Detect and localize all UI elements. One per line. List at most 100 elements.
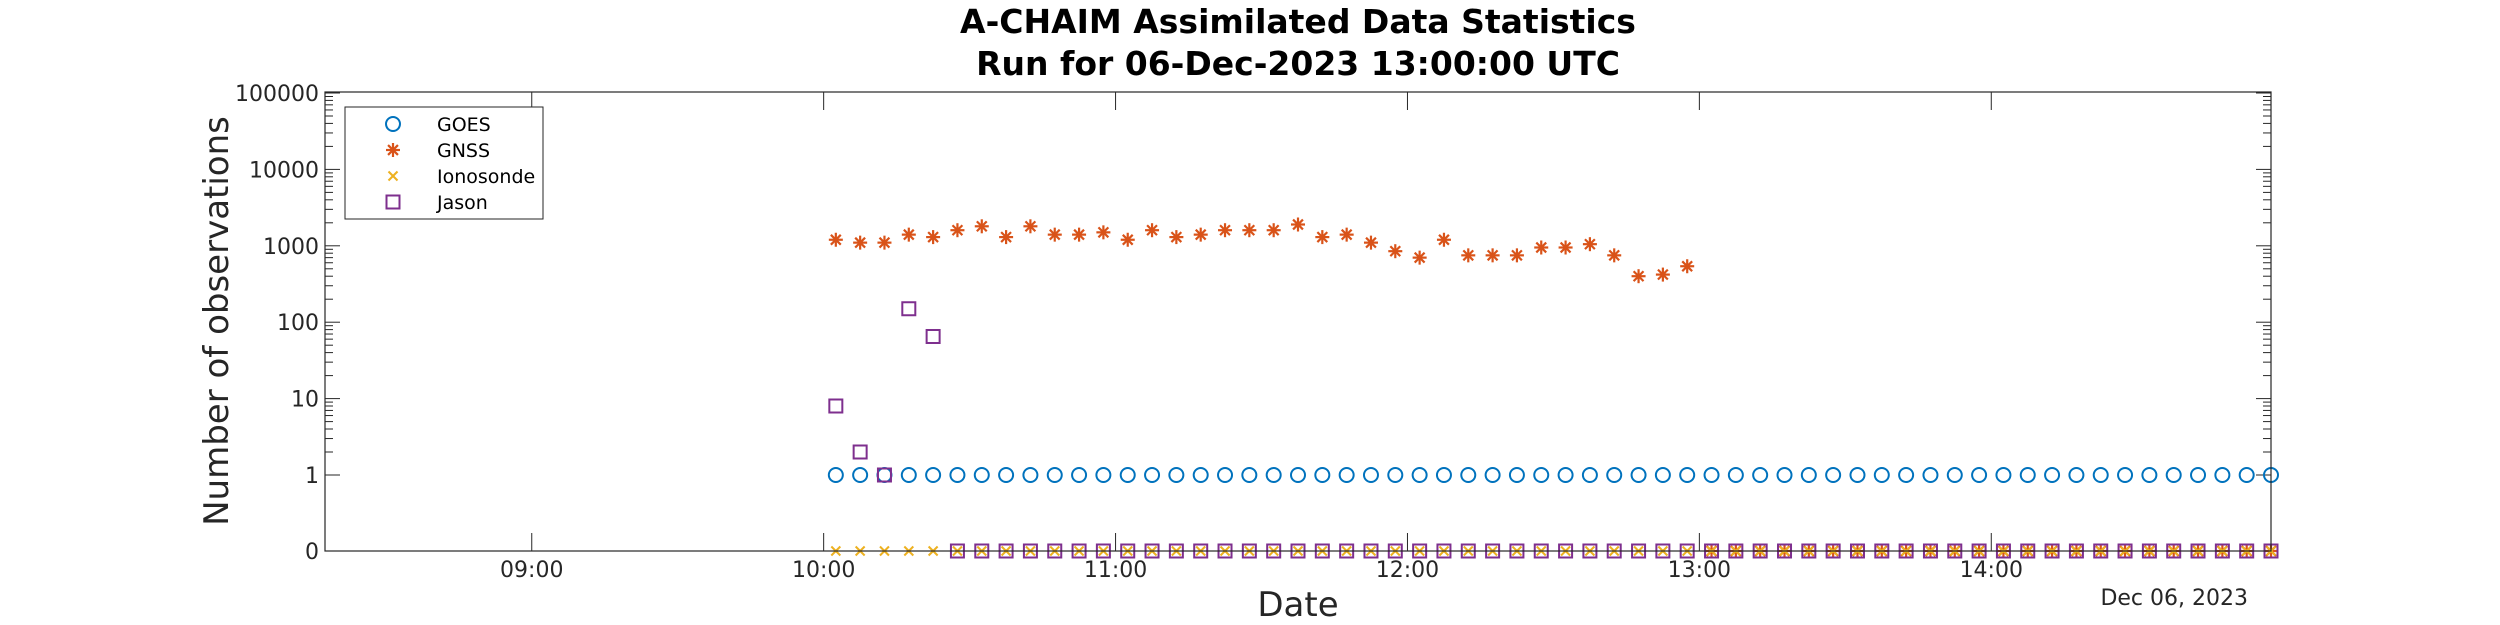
star-marker-stroke	[1438, 234, 1450, 246]
star-marker-stroke	[1243, 224, 1256, 236]
data-point-goes	[1825, 467, 1842, 483]
data-point-gnss	[1266, 223, 1281, 238]
legend-label-jason: Jason	[436, 192, 488, 214]
data-point-gnss	[950, 223, 965, 238]
data-point-goes	[1727, 467, 1744, 483]
data-point-goes	[1776, 467, 1793, 483]
x-tick-label: 11:00	[1084, 558, 1147, 583]
data-point-goes	[1387, 467, 1404, 483]
star-marker-stroke	[1608, 249, 1620, 262]
star-marker-stroke	[1632, 270, 1645, 282]
chart-title-line-1: A-CHAIM Assimilated Data Statistics	[960, 2, 1636, 41]
data-point-goes	[1144, 467, 1161, 483]
data-point-goes	[949, 467, 966, 483]
data-point-goes	[1752, 467, 1769, 483]
data-point-gnss	[1436, 232, 1451, 247]
data-point-gnss	[1193, 227, 1208, 242]
x-tick-label: 10:00	[792, 558, 855, 583]
star-marker-stroke	[1194, 228, 1207, 241]
data-point-goes	[1119, 467, 1136, 483]
legend-box	[344, 106, 544, 220]
data-point-goes	[827, 467, 844, 483]
data-point-goes	[2214, 467, 2231, 483]
data-point-gnss	[1631, 269, 1646, 284]
data-point-goes	[1630, 467, 1647, 483]
star-marker-stroke	[1389, 245, 1402, 257]
y-tick-label: 100	[277, 311, 319, 336]
data-point-goes	[1071, 467, 1088, 483]
star-marker-stroke	[903, 228, 915, 241]
legend-marker-gnss	[386, 143, 400, 157]
star-marker-stroke	[1486, 249, 1499, 262]
star-marker-stroke	[1000, 231, 1012, 243]
chart-title-line-2: Run for 06-Dec-2023 13:00:00 UTC	[976, 44, 1620, 83]
data-point-goes	[1314, 467, 1331, 483]
x-marker-stroke	[387, 170, 399, 182]
data-point-gnss	[999, 230, 1014, 245]
data-point-goes	[1679, 467, 1696, 483]
star-marker-stroke	[1511, 249, 1523, 262]
x-axis-label: Date	[1257, 585, 1338, 625]
data-point-goes	[1435, 467, 1452, 483]
data-point-goes	[1849, 467, 1866, 483]
y-tick-label: 1	[305, 464, 319, 489]
x-tick-label: 09:00	[500, 558, 563, 583]
legend-marker-ionosonde	[387, 170, 399, 182]
y-tick-label: 0	[305, 540, 319, 565]
data-point-gnss	[1072, 227, 1087, 242]
data-point-goes	[1898, 467, 1915, 483]
data-point-gnss	[1339, 227, 1354, 242]
data-point-goes	[2190, 467, 2207, 483]
data-point-goes	[2068, 467, 2085, 483]
data-point-gnss	[1169, 230, 1184, 245]
data-point-gnss	[1120, 232, 1135, 247]
star-marker-stroke	[1584, 238, 1596, 250]
data-point-goes	[2238, 467, 2255, 483]
star-marker-stroke	[1146, 224, 1158, 236]
data-point-goes	[1046, 467, 1063, 483]
data-point-gnss	[1047, 227, 1062, 242]
data-point-jason	[828, 398, 844, 414]
data-point-goes	[925, 467, 942, 483]
data-point-goes	[1265, 467, 1282, 483]
x-tick-label: 12:00	[1376, 558, 1439, 583]
data-point-goes	[900, 467, 917, 483]
data-point-gnss	[1291, 217, 1305, 232]
plot-area	[325, 92, 2271, 551]
data-point-goes	[1022, 467, 1039, 483]
star-marker-stroke	[1657, 268, 1669, 281]
y-tick-labels: 0 1 10 100 1000 10000 100000	[235, 82, 319, 565]
legend-marker-jason	[385, 194, 401, 210]
data-point-goes	[2117, 467, 2134, 483]
data-point-gnss	[1145, 223, 1160, 238]
data-point-gnss	[974, 219, 989, 234]
star-marker-stroke	[1170, 231, 1183, 243]
star-marker-stroke	[1535, 241, 1547, 254]
star-marker-stroke	[1292, 218, 1304, 231]
star-marker-stroke	[1219, 224, 1231, 236]
data-point-jason	[925, 328, 941, 344]
data-point-goes	[1484, 467, 1501, 483]
star-marker-stroke	[854, 236, 866, 249]
star-marker-stroke	[1097, 226, 1110, 239]
data-point-gnss	[1412, 250, 1427, 265]
data-point-gnss	[1388, 244, 1403, 259]
star-marker-stroke	[976, 220, 988, 233]
data-point-gnss	[1582, 237, 1597, 252]
star-marker-stroke	[830, 234, 842, 246]
data-point-gnss	[1534, 240, 1549, 255]
data-point-gnss	[1315, 230, 1330, 245]
data-point-goes	[1946, 467, 1963, 483]
star-marker-stroke	[1024, 220, 1037, 233]
x-tick-labels: 09:00 10:00 11:00 12:00 13:00 14:00	[500, 558, 2023, 583]
star-marker-stroke	[1316, 231, 1329, 243]
data-point-gnss	[853, 235, 868, 250]
data-point-gnss	[1218, 223, 1233, 238]
legend-marker-goes	[385, 116, 401, 132]
star-marker-stroke	[1681, 260, 1693, 272]
data-point-gnss	[828, 232, 843, 247]
data-point-goes	[1557, 467, 1574, 483]
data-point-goes	[1460, 467, 1477, 483]
legend-label-gnss: GNSS	[437, 140, 490, 162]
